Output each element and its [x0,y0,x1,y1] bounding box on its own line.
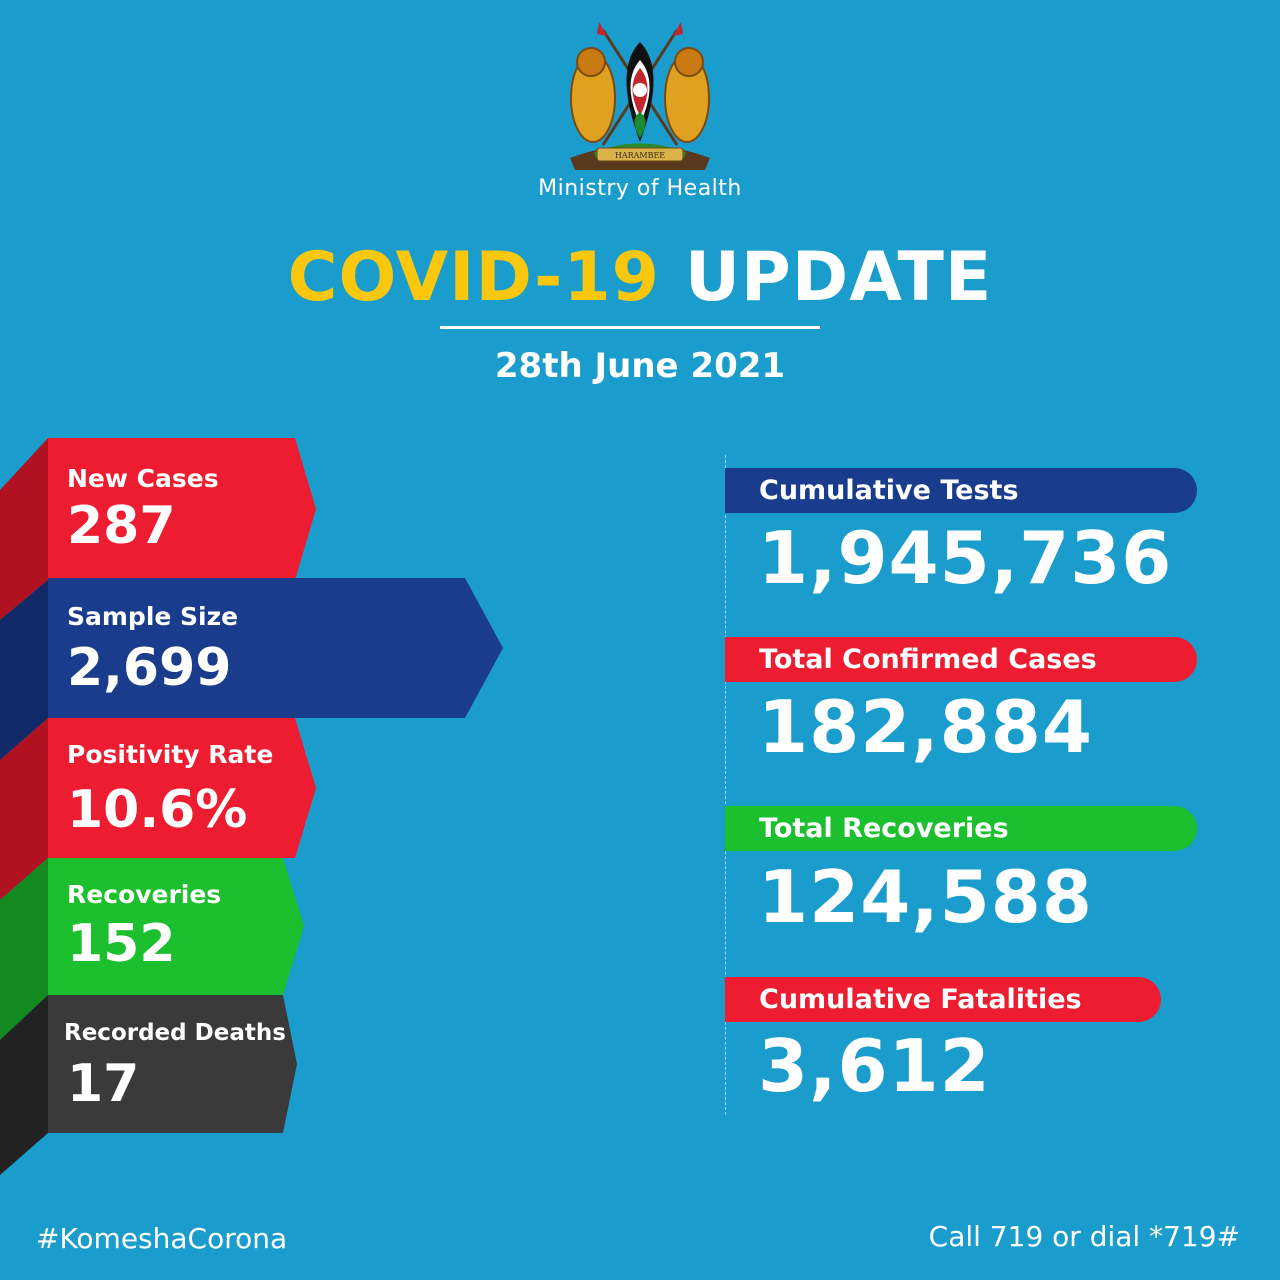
title-covid: COVID-19 [287,238,660,317]
value-cumulative-tests: 1,945,736 [758,516,1173,600]
pill-label-cumulative-fatalities: Cumulative Fatalities [759,984,1082,1015]
stat-value-recorded-deaths: 17 [67,1054,140,1114]
pill-label-total-recoveries: Total Recoveries [759,813,1009,844]
stat-label-positivity-rate: Positivity Rate [67,740,274,769]
stat-label-sample-size: Sample Size [67,602,239,631]
value-cumulative-fatalities: 3,612 [758,1024,991,1108]
title-update: UPDATE [684,238,993,317]
value-total-recoveries: 124,588 [758,855,1093,939]
band-positivity-rate [48,718,316,858]
ribbon-shapes [0,438,503,1175]
band-sample-size [48,578,503,718]
page-title: COVID-19 UPDATE [0,238,1280,317]
stat-value-new-cases: 287 [67,496,176,556]
kenya-coat-of-arms: HARAMBEE [555,20,725,175]
band-new-cases [48,438,316,580]
band-recorded-deaths [48,995,297,1133]
harambee-motto: HARAMBEE [615,151,665,160]
pill-label-total-confirmed-cases: Total Confirmed Cases [759,644,1097,675]
stat-value-positivity-rate: 10.6% [67,780,248,840]
pill-total-recoveries: Total Recoveries [725,806,1197,851]
pill-label-cumulative-tests: Cumulative Tests [759,475,1019,506]
pill-cumulative-fatalities: Cumulative Fatalities [725,977,1161,1022]
stat-label-recoveries: Recoveries [67,880,222,909]
pill-total-confirmed-cases: Total Confirmed Cases [725,637,1197,682]
stat-value-sample-size: 2,699 [67,638,232,698]
pill-cumulative-tests: Cumulative Tests [725,468,1197,513]
stat-label-new-cases: New Cases [67,464,219,493]
stat-label-recorded-deaths: Recorded Deaths [64,1020,286,1046]
stat-value-recoveries: 152 [67,914,176,974]
hashtag: #KomeshaCorona [36,1222,288,1255]
panel-divider [725,455,726,1115]
band-recoveries [48,858,304,995]
value-total-confirmed-cases: 182,884 [758,685,1093,769]
report-date: 28th June 2021 [494,346,786,386]
hotline: Call 719 or dial *719# [928,1220,1240,1253]
title-underline [440,326,820,329]
ministry-name: Ministry of Health [538,176,742,201]
daily-stats-ribbon: New Cases 287 Sample Size 2,699 Positivi… [0,430,520,1210]
